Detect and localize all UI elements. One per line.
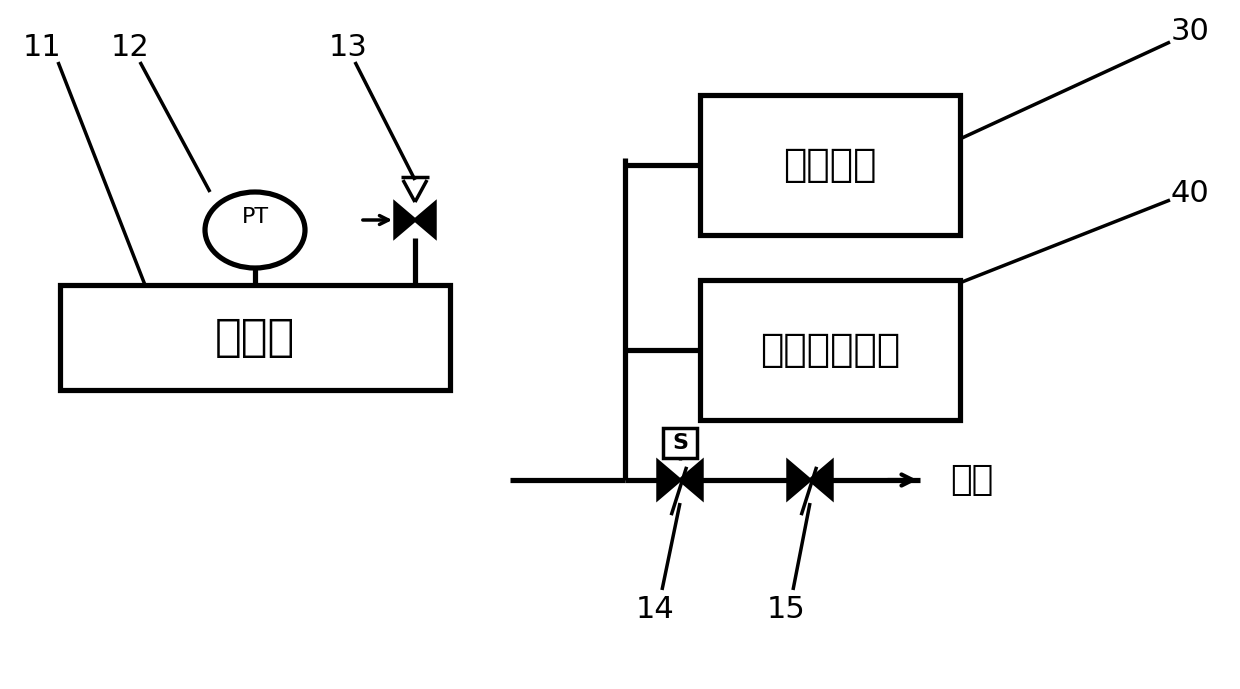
Polygon shape: [680, 462, 702, 499]
Text: 40: 40: [1171, 178, 1209, 207]
Text: 缓冲罐: 缓冲罐: [215, 316, 295, 359]
Ellipse shape: [205, 192, 305, 268]
Text: 14: 14: [636, 595, 675, 624]
Polygon shape: [396, 203, 415, 237]
Text: 13: 13: [329, 34, 367, 63]
Text: 15: 15: [766, 595, 805, 624]
Text: 室外: 室外: [950, 463, 993, 497]
Bar: [663, 428, 697, 458]
Text: 燃料电池模块: 燃料电池模块: [760, 331, 900, 369]
Polygon shape: [415, 203, 435, 237]
Bar: [701, 95, 960, 235]
Text: S: S: [672, 433, 688, 453]
Polygon shape: [810, 462, 832, 499]
Text: 制氢模块: 制氢模块: [784, 146, 877, 184]
Text: 12: 12: [110, 34, 149, 63]
Bar: [60, 285, 450, 390]
Text: 30: 30: [1171, 17, 1209, 46]
Polygon shape: [658, 462, 680, 499]
Text: 11: 11: [22, 34, 61, 63]
Text: PT: PT: [242, 207, 269, 227]
Bar: [701, 280, 960, 420]
Polygon shape: [787, 462, 810, 499]
